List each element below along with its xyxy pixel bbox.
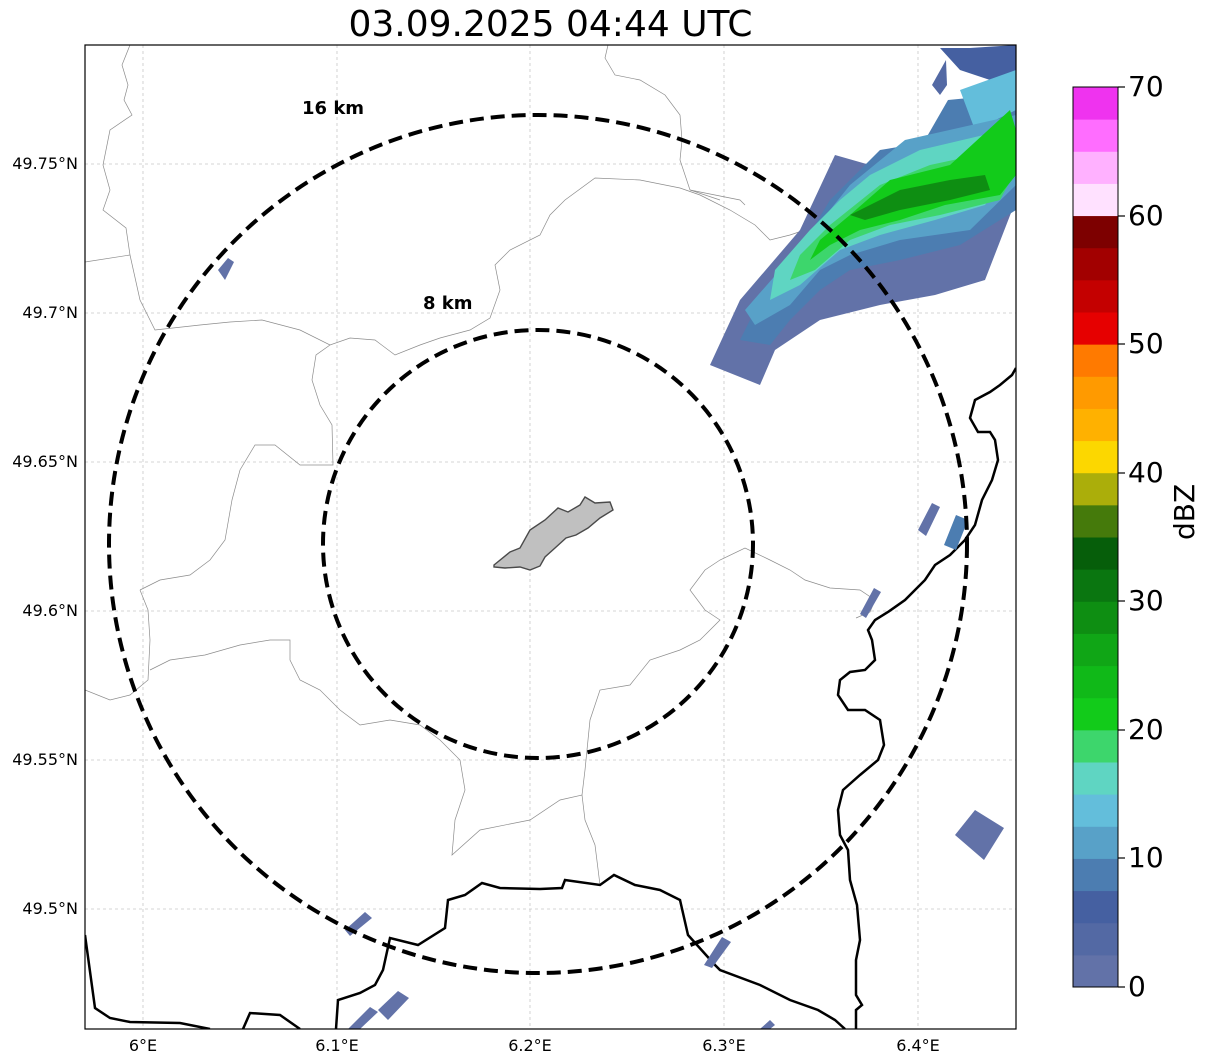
colorbar-segment xyxy=(1073,312,1118,345)
colorbar-segment xyxy=(1073,151,1118,184)
lon-tick-label: 6.2°E xyxy=(508,1036,552,1055)
colorbar-segment xyxy=(1073,376,1118,409)
lon-tick-label: 6.1°E xyxy=(315,1036,359,1055)
lat-tick-label: 49.6°N xyxy=(22,601,78,620)
lon-tick-label: 6.4°E xyxy=(896,1036,940,1055)
colorbar-segment xyxy=(1073,247,1118,281)
colorbar-segment xyxy=(1073,569,1118,602)
colorbar-segment xyxy=(1073,183,1118,217)
lon-tick-label: 6°E xyxy=(128,1036,158,1055)
lat-tick-label: 49.65°N xyxy=(12,452,78,471)
colorbar-segment xyxy=(1073,665,1118,699)
precipitation-echoes xyxy=(218,45,1016,1029)
colorbar-segment xyxy=(1073,215,1118,249)
gridlines xyxy=(85,45,1016,1029)
map-frame xyxy=(84,44,1017,1030)
colorbar-segment xyxy=(1073,890,1118,924)
colorbar-tick-label: 60 xyxy=(1128,199,1164,232)
colorbar-tick-label: 10 xyxy=(1128,841,1164,874)
colorbar-segment xyxy=(1073,729,1118,763)
colorbar-segment xyxy=(1073,440,1118,474)
ring-label-16km: 16 km xyxy=(302,98,365,119)
colorbar-segment xyxy=(1073,601,1118,634)
colorbar-segment xyxy=(1073,344,1118,377)
lat-tick-label: 49.55°N xyxy=(12,750,78,769)
colorbar-tick-label: 50 xyxy=(1128,327,1164,360)
colorbar-ticks xyxy=(1118,86,1125,988)
colorbar-segment xyxy=(1073,472,1118,506)
lat-tick-label: 49.5°N xyxy=(22,899,78,918)
colorbar-segment xyxy=(1073,633,1118,667)
colorbar-tick-label: 20 xyxy=(1128,713,1164,746)
colorbar-segment xyxy=(1073,697,1118,731)
colorbar-segment xyxy=(1073,922,1118,956)
colorbar-segment xyxy=(1073,794,1118,827)
lon-tick-label: 6.3°E xyxy=(702,1036,746,1055)
lat-tick-label: 49.7°N xyxy=(22,303,78,322)
colorbar-segment xyxy=(1073,87,1118,120)
ring-16km xyxy=(107,113,969,975)
city-area xyxy=(493,496,614,571)
colorbar-tick-label: 0 xyxy=(1128,970,1146,1003)
ring-8km xyxy=(321,328,755,760)
colorbar-segment xyxy=(1073,858,1118,892)
colorbar-segment xyxy=(1073,826,1118,859)
colorbar-segment xyxy=(1073,954,1118,988)
colorbar xyxy=(1073,87,1118,988)
colorbar-segment xyxy=(1073,762,1118,795)
colorbar-tick-label: 70 xyxy=(1128,70,1164,103)
map-title: 03.09.2025 04:44 UTC xyxy=(348,4,753,45)
colorbar-segment xyxy=(1073,504,1118,538)
colorbar-tick-label: 30 xyxy=(1128,584,1164,617)
colorbar-frame xyxy=(1072,86,1119,988)
colorbar-segment xyxy=(1073,408,1118,442)
colorbar-segment xyxy=(1073,537,1118,570)
ring-label-8km: 8 km xyxy=(423,293,473,314)
colorbar-label: dBZ xyxy=(1168,483,1201,540)
colorbar-tick-label: 40 xyxy=(1128,456,1164,489)
colorbar-segment xyxy=(1073,279,1118,313)
colorbar-segment xyxy=(1073,119,1118,152)
municipal-boundaries xyxy=(85,45,876,886)
range-rings xyxy=(107,113,969,975)
country-border xyxy=(85,367,1016,1029)
lat-tick-label: 49.75°N xyxy=(12,154,78,173)
